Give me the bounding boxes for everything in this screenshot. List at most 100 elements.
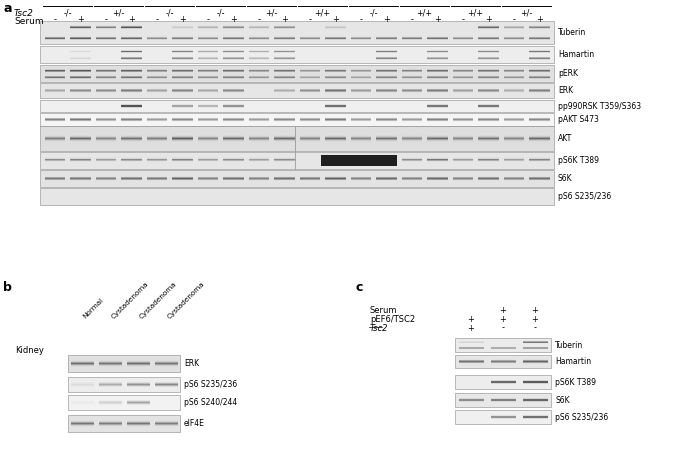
Bar <box>274 139 295 140</box>
Bar <box>248 35 269 36</box>
Bar <box>491 399 515 401</box>
Bar <box>478 141 498 142</box>
Bar <box>197 104 218 105</box>
Bar <box>248 177 269 178</box>
Bar <box>458 400 484 401</box>
Bar <box>522 358 547 359</box>
Bar <box>529 137 550 138</box>
Bar <box>70 27 90 28</box>
Bar <box>248 160 269 161</box>
Bar <box>45 75 65 76</box>
Bar <box>95 175 116 176</box>
Bar <box>452 122 473 123</box>
Bar <box>452 35 473 36</box>
Bar <box>452 37 473 38</box>
Bar <box>376 121 396 122</box>
Bar <box>478 73 498 74</box>
Bar <box>274 57 295 58</box>
Bar <box>351 89 371 90</box>
Bar <box>503 25 524 26</box>
Bar <box>95 68 116 70</box>
Bar <box>45 93 65 94</box>
Bar <box>197 160 218 161</box>
Bar <box>274 158 295 159</box>
Bar <box>274 28 295 29</box>
Bar <box>325 118 346 120</box>
Bar <box>248 69 269 70</box>
Bar <box>529 41 550 42</box>
Bar <box>522 419 547 420</box>
Bar <box>503 138 524 139</box>
Bar <box>70 57 90 58</box>
Text: Tsc2: Tsc2 <box>370 324 388 333</box>
Bar <box>503 26 524 27</box>
Bar <box>223 40 244 41</box>
Bar <box>121 39 141 40</box>
Bar <box>70 142 90 144</box>
Bar <box>223 157 244 158</box>
Bar <box>223 71 244 72</box>
Bar <box>529 77 550 78</box>
Bar <box>478 122 498 123</box>
Bar <box>127 366 150 367</box>
Bar <box>529 182 550 183</box>
Bar <box>95 76 116 77</box>
Bar <box>172 37 192 38</box>
Bar <box>172 90 192 91</box>
Bar <box>427 37 447 38</box>
Bar <box>529 134 550 135</box>
Bar <box>452 161 473 162</box>
Bar <box>127 404 150 405</box>
Bar <box>503 118 524 119</box>
Bar <box>274 120 295 121</box>
Bar <box>146 35 167 36</box>
Bar <box>458 348 484 349</box>
Bar <box>70 177 90 178</box>
Bar <box>172 136 192 138</box>
Text: Cystadenoma: Cystadenoma <box>110 280 149 320</box>
Bar <box>503 79 524 80</box>
Bar <box>95 69 116 70</box>
Bar <box>223 105 244 106</box>
Bar <box>121 105 141 106</box>
Bar <box>455 355 551 368</box>
Bar <box>529 139 550 140</box>
Bar <box>274 69 295 70</box>
Bar <box>172 25 192 26</box>
Bar <box>121 120 141 121</box>
Bar <box>351 35 371 36</box>
Bar <box>95 121 116 122</box>
Bar <box>478 49 498 50</box>
Bar <box>491 362 515 363</box>
Bar <box>248 73 269 74</box>
Bar <box>71 421 94 422</box>
Bar <box>121 157 141 158</box>
Bar <box>95 180 116 181</box>
Bar <box>529 117 550 118</box>
Bar <box>458 348 484 349</box>
Bar <box>274 118 295 120</box>
Bar <box>503 75 524 76</box>
Bar <box>248 72 269 73</box>
Bar <box>223 160 244 161</box>
Bar <box>402 70 422 71</box>
Bar <box>95 25 116 26</box>
Bar <box>427 160 447 161</box>
Bar <box>197 70 218 71</box>
Bar <box>274 39 295 40</box>
Bar <box>325 25 346 26</box>
Bar <box>376 53 396 54</box>
Bar <box>197 30 218 31</box>
Text: Kidney: Kidney <box>15 345 44 354</box>
Bar <box>325 117 346 118</box>
Bar <box>95 27 116 28</box>
Bar <box>223 79 244 80</box>
Bar <box>452 138 473 139</box>
Bar <box>197 89 218 90</box>
Bar <box>172 60 192 61</box>
Bar <box>427 175 447 176</box>
Bar <box>45 161 65 162</box>
Bar <box>70 25 90 26</box>
Bar <box>351 37 371 38</box>
Bar <box>478 136 498 138</box>
